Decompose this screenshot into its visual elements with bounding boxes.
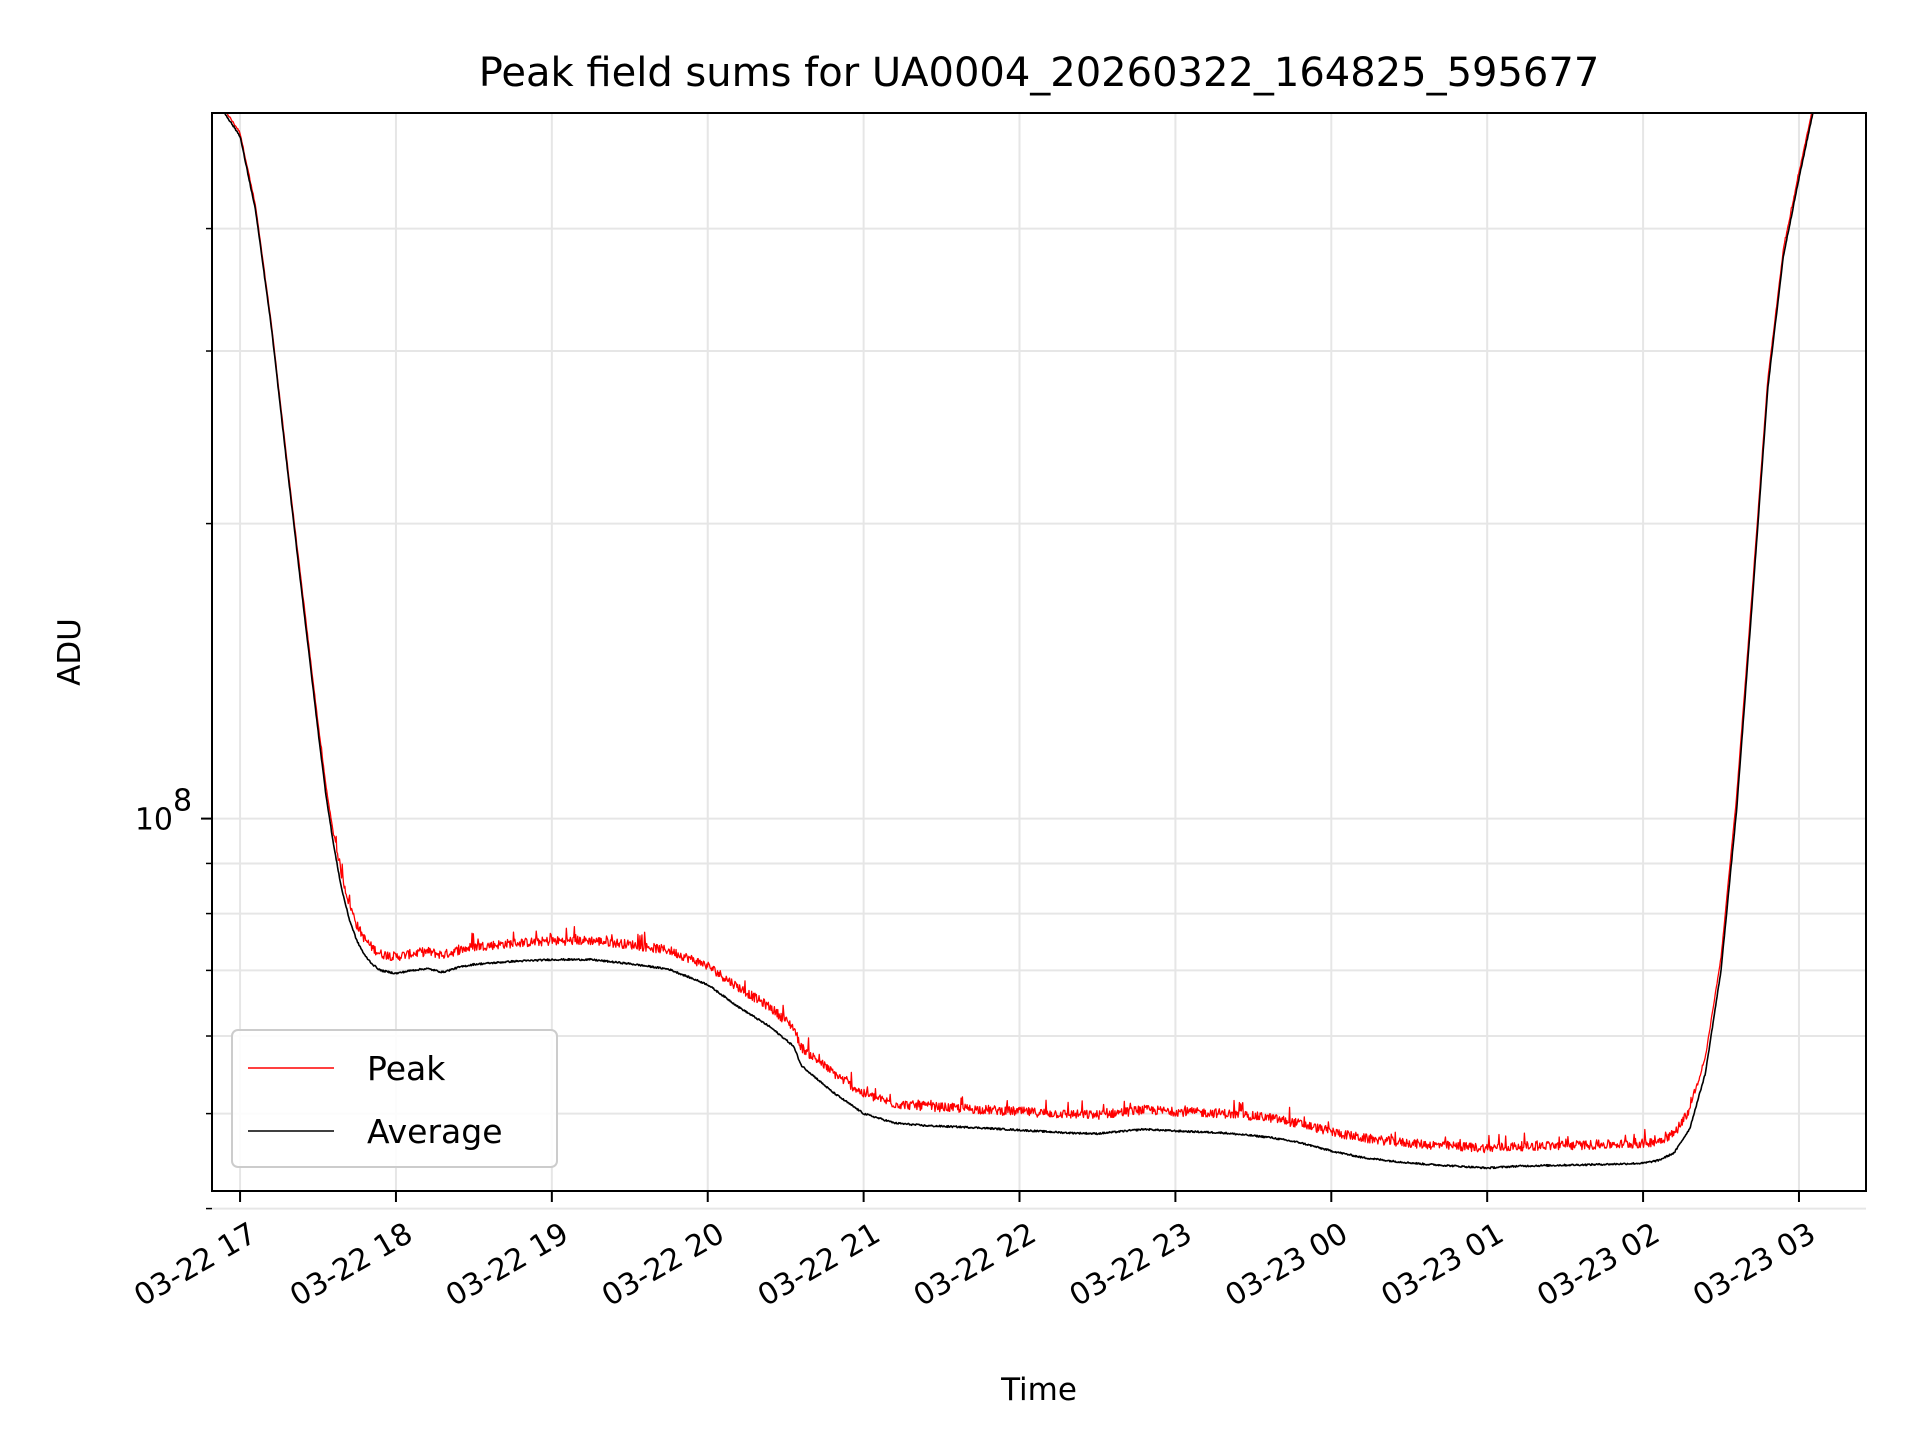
legend-label-average: Average xyxy=(367,1112,503,1151)
x-axis-title: Time xyxy=(1000,1372,1077,1408)
legend-box xyxy=(231,1029,558,1168)
series-line-peak xyxy=(226,113,1813,1154)
y-axis-title: ADU xyxy=(52,618,88,686)
series-layer xyxy=(223,113,1814,1170)
y-tick-label-base: 10 xyxy=(135,803,173,838)
y-axis: 108 xyxy=(135,227,212,1210)
legend-label-peak: Peak xyxy=(367,1049,446,1088)
series-line-average xyxy=(223,113,1814,1170)
chart-title: Peak field sums for UA0004_20260322_1648… xyxy=(479,50,1600,96)
y-tick-label-exponent: 8 xyxy=(173,784,192,819)
plot-frame xyxy=(211,112,1867,1192)
legend: Peak Average xyxy=(231,1029,558,1168)
